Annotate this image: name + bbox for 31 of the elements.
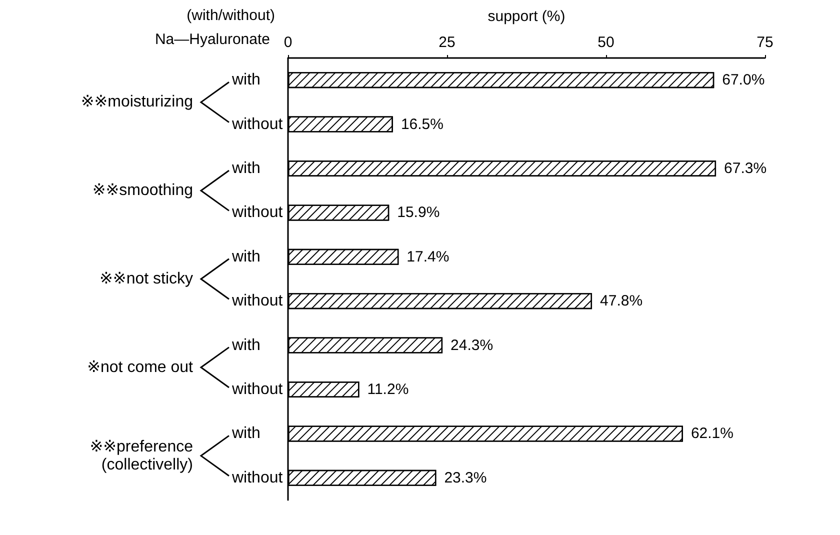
data-label: 17.4% <box>406 248 450 266</box>
y-tick-label: with <box>231 336 260 354</box>
y-tick-label: without <box>231 116 284 133</box>
data-label: 67.0% <box>722 72 765 89</box>
data-label: 15.9% <box>397 204 440 222</box>
x-tick-label: 0 <box>284 34 292 51</box>
data-label: 24.3% <box>450 336 494 354</box>
x-tick-label: 75 <box>756 34 774 51</box>
data-label: 47.8% <box>600 292 643 310</box>
x-tick-label: 50 <box>598 34 614 51</box>
text: ※※preference (collectivelly) <box>90 438 194 474</box>
data-label: 11.2% <box>367 381 409 398</box>
text: ※※not sticky <box>100 270 193 288</box>
data-label: 62.1% <box>690 425 734 442</box>
data-label: 16.5% <box>400 116 444 133</box>
text: ※※moisturizing <box>80 94 193 111</box>
y-tick-label: with <box>231 72 260 89</box>
data-label: 67.3% <box>724 160 767 177</box>
y-tick-label: without <box>231 381 284 398</box>
y-tick-label: without <box>231 204 284 222</box>
data-label: 23.3% <box>444 469 487 486</box>
y-axis-title: (with/without) Na—Hyaluronate <box>154 7 276 48</box>
y-tick-label: without <box>231 292 284 310</box>
x-tick-label: 25 <box>438 34 456 51</box>
x-axis-title: support (%) <box>488 8 566 25</box>
y-tick-label: without <box>231 469 284 486</box>
y-tick-label: with <box>231 248 260 266</box>
text: ※not come out <box>87 358 194 376</box>
y-tick-label: with <box>231 425 260 442</box>
y-tick-label: with <box>231 160 260 177</box>
text: ※※smoothing <box>92 182 193 200</box>
